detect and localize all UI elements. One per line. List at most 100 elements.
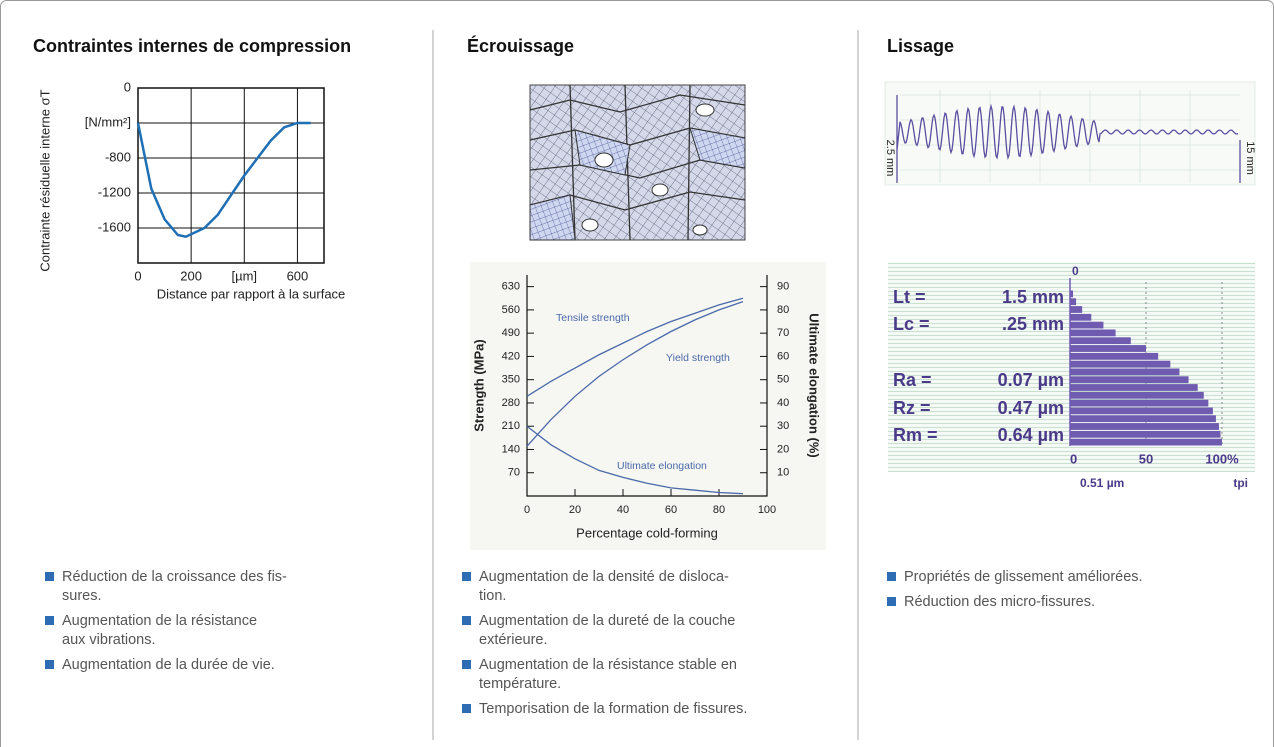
x-tick-label: 200 <box>180 268 202 283</box>
bar <box>1070 330 1116 337</box>
bullet-text: Augmentation de la résistance stable en <box>479 657 737 673</box>
y-tick-label: 0 <box>124 79 131 94</box>
y2-tick-label: 20 <box>777 443 789 455</box>
y-tick-label: 140 <box>502 443 520 455</box>
bar <box>1070 322 1103 329</box>
x-tick-label: 40 <box>617 504 629 516</box>
bullet-marker <box>45 616 54 625</box>
parameter-label: Rz = <box>893 398 931 418</box>
parameter-label: Ra = <box>893 370 932 390</box>
x-tick-label: 600 <box>287 268 309 283</box>
roughness-profile <box>885 82 1255 185</box>
y2-tick-label: 30 <box>777 420 789 432</box>
bottom-label: 0.51 µm <box>1080 476 1124 490</box>
x-tick-label: 50 <box>1139 451 1153 466</box>
bullet-marker <box>45 572 54 581</box>
y2-tick-label: 90 <box>777 281 789 293</box>
y-tick-label: 490 <box>502 327 520 339</box>
bar <box>1070 423 1219 430</box>
y2-tick-label: 40 <box>777 397 789 409</box>
x-tick-label: 0 <box>1070 451 1077 466</box>
bullet-marker <box>887 572 896 581</box>
parameter-label: Rm = <box>893 425 938 445</box>
bullet-text: Augmentation de la durée de vie. <box>62 657 275 673</box>
x-axis-label: Percentage cold-forming <box>576 525 718 540</box>
bar <box>1070 415 1216 422</box>
y-tick-label: 560 <box>502 304 520 316</box>
bullet-marker <box>45 660 54 669</box>
bullet-text: aux vibrations. <box>62 632 156 648</box>
bullet-text: sures. <box>62 588 102 604</box>
bullet-marker <box>462 704 471 713</box>
y-tick-label: 210 <box>502 420 520 432</box>
x-tick-label: 20 <box>569 504 581 516</box>
x-tick-label: 0 <box>134 268 141 283</box>
bar <box>1070 376 1189 383</box>
series-line <box>138 123 311 237</box>
bar <box>1070 353 1158 360</box>
x-tick-label: 60 <box>665 504 677 516</box>
page: Shot peening effects {"columns": [ {"tit… <box>0 0 1274 747</box>
axis-top-label: 0 <box>1072 264 1079 278</box>
y-tick-label: -800 <box>105 149 131 164</box>
y-tick-label: 420 <box>502 350 520 362</box>
y2-tick-label: 10 <box>777 467 789 479</box>
x-tick-label: 0 <box>524 504 530 516</box>
microstructure-image <box>530 85 745 240</box>
x-tick-label: 80 <box>713 504 725 516</box>
y2-tick-label: 50 <box>777 374 789 386</box>
series-label: Yield strength <box>666 352 730 364</box>
y2-axis-label: Ultimate elongation (%) <box>807 313 822 457</box>
series-label: Ultimate elongation <box>617 460 707 472</box>
y-tick-label: 630 <box>502 281 520 293</box>
y2-tick-label: 70 <box>777 327 789 339</box>
x-tick-label: 100% <box>1205 451 1239 466</box>
y2-tick-label: 80 <box>777 304 789 316</box>
y-tick-label: 70 <box>508 467 520 479</box>
bar <box>1070 408 1213 415</box>
bar <box>1070 314 1091 321</box>
parameter-label: Lc = <box>893 314 930 334</box>
bullet-text: Augmentation de la densité de disloca- <box>479 569 729 585</box>
plot-frame <box>138 88 324 263</box>
y-axis-label: Strength (MPa) <box>471 339 486 431</box>
bullet-text: température. <box>479 676 561 692</box>
bullet-text: tion. <box>479 588 506 604</box>
bar <box>1070 400 1208 407</box>
x-axis-label: Distance par rapport à la surface <box>157 286 346 301</box>
bullet-text: Augmentation de la dureté de la couche <box>479 613 735 629</box>
x-tick-label: [µm] <box>232 268 258 283</box>
bar <box>1070 392 1204 399</box>
bullet-marker <box>462 660 471 669</box>
y-tick-label: [N/mm²] <box>85 114 131 129</box>
bar <box>1070 369 1179 376</box>
parameter-value: 0.47 µm <box>998 398 1064 418</box>
bullet-text: Réduction des micro-fissures. <box>904 594 1095 610</box>
bar <box>1070 361 1170 368</box>
y-tick-label: 350 <box>502 374 520 386</box>
column-title: Contraintes internes de compression <box>33 36 351 56</box>
bar <box>1070 337 1131 344</box>
bottom-label: tpi <box>1233 476 1248 490</box>
bullet-marker <box>462 572 471 581</box>
bar <box>1070 306 1082 313</box>
bar <box>1070 431 1220 438</box>
bullet-text: Réduction de la croissance des fis- <box>62 569 287 585</box>
y-tick-label: 280 <box>502 397 520 409</box>
bar <box>1070 298 1076 305</box>
y-axis-label: Contrainte résiduelle interne σT <box>37 89 52 271</box>
page-canvas: Contraintes internes de compression Écro… <box>0 0 1274 747</box>
profile-label: 2.5 mm <box>884 140 896 177</box>
bullet-marker <box>887 597 896 606</box>
x-tick-label: 100 <box>758 504 776 516</box>
bar <box>1070 439 1222 446</box>
body: Contraintes internes de compression Écro… <box>0 0 1274 747</box>
profile-label: 15 mm <box>1244 141 1256 175</box>
y-tick-label: -1200 <box>98 184 131 199</box>
bar <box>1070 345 1146 352</box>
y-tick-label: -1600 <box>98 219 131 234</box>
bar <box>1070 384 1198 391</box>
parameter-label: Lt = <box>893 287 926 307</box>
bullet-text: Propriétés de glissement améliorées. <box>904 569 1143 585</box>
bullet-text: extérieure. <box>479 632 548 648</box>
